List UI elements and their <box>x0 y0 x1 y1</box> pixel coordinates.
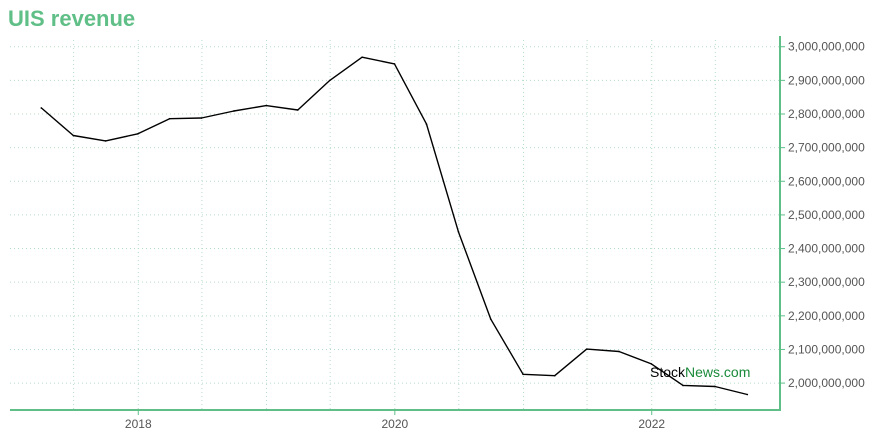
data-point <box>425 123 428 125</box>
y-tick-label: 2,800,000,000 <box>788 107 865 121</box>
data-point <box>168 117 171 120</box>
data-point <box>233 110 235 112</box>
series-group <box>40 56 749 396</box>
x-tick-labels: 2018 2020 2022 <box>125 417 665 431</box>
data-point <box>361 56 363 58</box>
data-point <box>522 373 524 376</box>
x-tick-label: 2018 <box>125 417 152 431</box>
data-point <box>457 230 460 233</box>
data-point <box>714 385 716 388</box>
data-point <box>297 109 299 111</box>
axes <box>10 36 785 415</box>
data-point <box>650 363 653 365</box>
data-point <box>682 384 684 387</box>
stocknews-watermark: StockNews.com <box>650 364 750 380</box>
data-point <box>489 318 492 320</box>
watermark-stock: Stock <box>650 364 686 380</box>
data-point <box>585 348 588 350</box>
y-tick-label: 2,700,000,000 <box>788 141 865 155</box>
data-point <box>393 63 396 65</box>
y-tick-label: 2,500,000,000 <box>788 208 865 222</box>
data-point <box>104 140 107 142</box>
chart-title: UIS revenue <box>8 6 136 31</box>
series-line <box>40 56 748 396</box>
y-tick-labels: 2,000,000,000 2,100,000,000 2,200,000,000 2… <box>788 40 865 390</box>
data-point <box>265 104 267 107</box>
watermark-com: .com <box>720 364 751 380</box>
y-tick-label: 2,400,000,000 <box>788 242 865 256</box>
grid <box>10 40 780 410</box>
data-point <box>746 393 749 396</box>
data-point <box>553 374 556 377</box>
data-point <box>329 79 331 82</box>
x-tick-label: 2022 <box>638 417 665 431</box>
y-tick-label: 2,100,000,000 <box>788 342 865 356</box>
watermark-news: News <box>685 364 721 380</box>
y-tick-label: 2,000,000,000 <box>788 376 865 390</box>
y-tick-label: 2,300,000,000 <box>788 275 865 289</box>
data-point <box>72 134 75 137</box>
y-tick-label: 2,200,000,000 <box>788 309 865 323</box>
y-tick-label: 2,600,000,000 <box>788 174 865 188</box>
data-point <box>200 117 203 119</box>
x-tick-label: 2020 <box>381 417 408 431</box>
y-tick-label: 3,000,000,000 <box>788 40 865 54</box>
data-point <box>618 350 620 353</box>
data-point <box>137 133 139 135</box>
data-point <box>40 107 43 109</box>
y-tick-label: 2,900,000,000 <box>788 73 865 87</box>
